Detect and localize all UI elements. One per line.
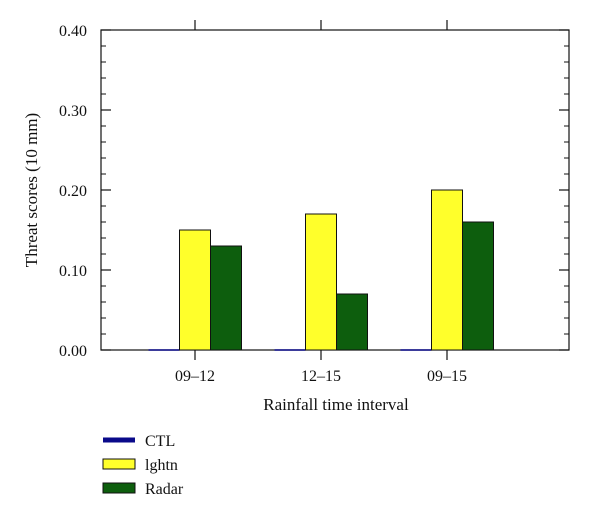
bar-radar-2 [336,293,368,351]
legend-label: CTL [145,433,175,450]
bar-lghtn-1 [179,229,211,351]
legend-item-lghtn: lghtn [102,457,178,474]
y-axis-label: Threat scores (10 mm) [22,113,41,267]
x-tick-label: 09–12 [175,368,215,385]
bar-lghtn-3 [431,189,463,351]
x-axis-label: Rainfall time interval [263,395,409,414]
legend-item-radar: Radar [102,481,184,498]
bar-lghtn-2 [305,213,337,351]
x-tick-label: 09–15 [427,368,467,385]
y-tick-label: 0.40 [59,23,87,40]
bar-radar-1 [210,245,242,351]
x-tick-label: 12–15 [301,368,341,385]
bar-radar-3 [462,221,494,351]
legend-swatch [102,482,136,494]
y-tick-label: 0.00 [59,343,87,360]
legend-swatch [102,458,136,470]
plot-area: 0.00 0.10 0.20 0.30 0.40 09–12 12–15 09–15 [59,20,570,385]
y-tick-label: 0.30 [59,103,87,120]
legend-swatch [103,437,135,443]
legend-label: Radar [145,481,184,498]
y-tick-label: 0.20 [59,183,87,200]
y-tick-label: 0.10 [59,263,87,280]
legend-item-ctl: CTL [103,433,175,450]
legend: CTL lghtn Radar [102,433,184,498]
legend-label: lghtn [145,457,178,474]
